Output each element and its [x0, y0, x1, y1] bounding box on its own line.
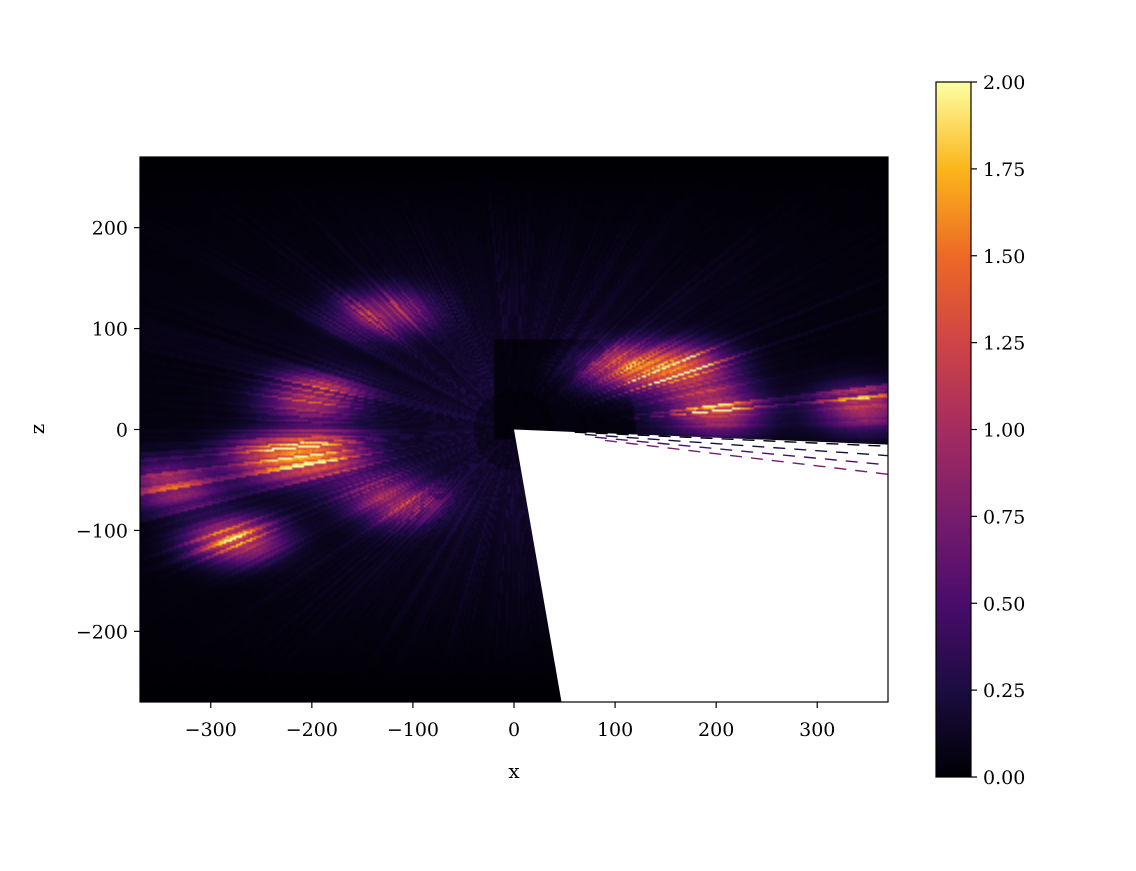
- y-tick-label: 200: [92, 218, 128, 240]
- dashed-artifact-line: [604, 439, 888, 476]
- plot-area: [139, 156, 889, 703]
- x-axis-label: x: [508, 759, 520, 783]
- x-tick-label: 0: [508, 719, 520, 741]
- y-axis-label: z: [25, 424, 49, 435]
- dashed-artifact-line: [594, 436, 888, 466]
- y-tick-label: 0: [116, 420, 128, 442]
- y-tick-label: −100: [76, 520, 128, 542]
- x-tick-label: −200: [286, 719, 338, 741]
- colorbar-tick-label: 0.00: [983, 767, 1025, 789]
- x-tick-label: −100: [387, 719, 439, 741]
- colorbar-tick-label: 1.00: [983, 420, 1025, 442]
- x-tick-label: 100: [597, 719, 633, 741]
- colorbar-ticks: 0.00 0.25 0.50 0.75 1.00 1.25 1.50 1.75 2.00: [971, 72, 1025, 789]
- colorbar-tick-label: 0.25: [983, 680, 1025, 702]
- x-tick-label: 300: [799, 719, 835, 741]
- masked-region: [514, 429, 888, 702]
- colorbar-tick-label: 1.25: [983, 333, 1025, 355]
- colorbar-tick-label: 1.50: [983, 246, 1025, 268]
- colorbar: 0.00 0.25 0.50 0.75 1.00 1.25 1.50 1.75 2.00: [935, 72, 1025, 789]
- x-tick-label: −300: [185, 719, 237, 741]
- dashed-artifacts: [574, 431, 888, 476]
- colorbar-tick-label: 2.00: [983, 72, 1025, 94]
- y-tick-label: −200: [76, 621, 128, 643]
- y-tick-label: 100: [92, 319, 128, 341]
- y-axis-ticks: −200 −100 0 100 200: [76, 218, 140, 643]
- x-axis-ticks: −300 −200 −100 0 100 200 300: [185, 702, 835, 741]
- colorbar-tick-label: 1.75: [983, 159, 1025, 181]
- colorbar-gradient: [935, 81, 972, 778]
- colorbar-tick-label: 0.75: [983, 506, 1025, 528]
- colorbar-tick-label: 0.50: [983, 593, 1025, 615]
- dashed-artifact-line: [584, 433, 888, 457]
- x-tick-label: 200: [698, 719, 734, 741]
- dashed-artifact-line: [574, 431, 888, 448]
